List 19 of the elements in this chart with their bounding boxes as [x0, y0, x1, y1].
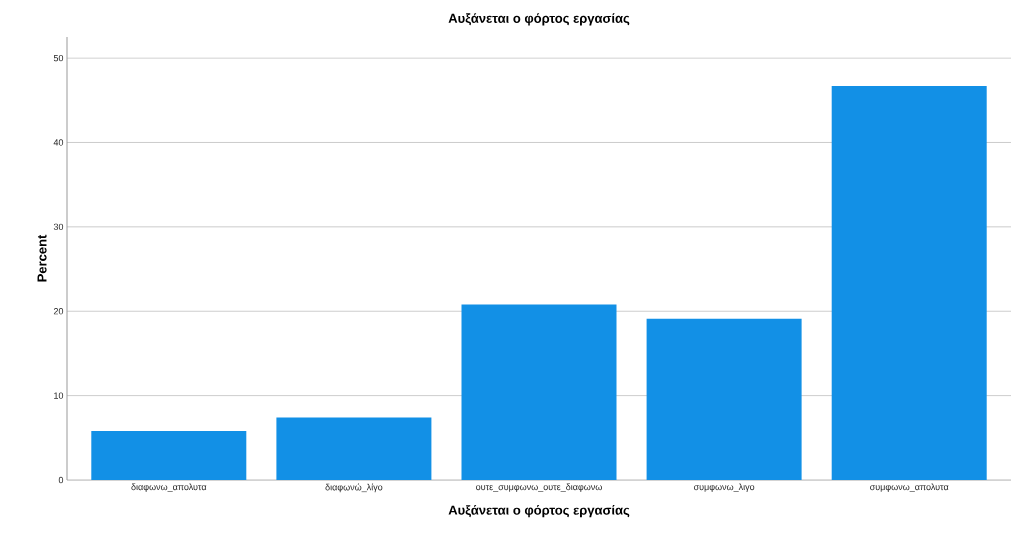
- y-tick-label: 10: [54, 392, 64, 399]
- bar: [831, 85, 987, 480]
- bar: [91, 431, 247, 480]
- x-tick-label: ουτε_συμφωνω_ουτε_διαφωνω: [476, 483, 602, 492]
- chart-title: Αυξάνεται ο φόρτος εργασίας: [448, 13, 630, 26]
- bar: [646, 318, 802, 480]
- x-tick-label: διαφωνώ_λίγο: [325, 483, 383, 493]
- y-tick-label: 40: [53, 139, 64, 146]
- bar: [461, 304, 617, 480]
- y-tick-label: 50: [53, 54, 64, 62]
- x-axis-title: Αυξάνεται ο φόρτος εργασίας: [448, 505, 630, 518]
- y-tick-label: 30: [53, 223, 64, 231]
- y-tick-label: 20: [53, 308, 64, 315]
- x-tick-label: συμφωνω_απολυτα: [870, 483, 949, 492]
- x-tick-label: συμφωνω_λιγο: [693, 483, 755, 492]
- x-tick-label: διαφωνω_απολυτα: [131, 483, 207, 492]
- y-axis-title: Percent: [37, 234, 47, 282]
- y-tick-label: 0: [58, 476, 64, 484]
- bar: [276, 417, 432, 480]
